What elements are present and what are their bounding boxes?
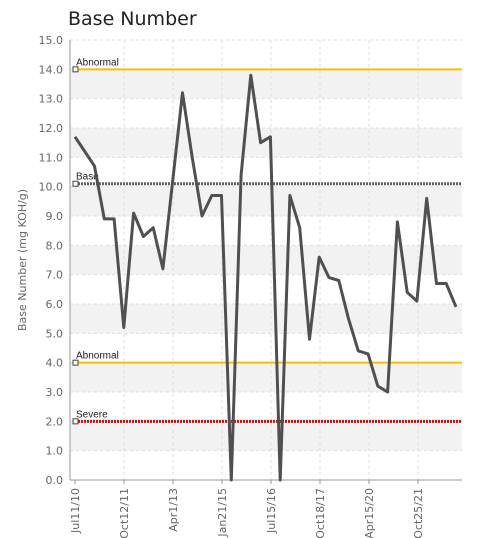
x-tick-label: Oct25/21 [412,488,425,538]
tick-labels: 0.0 1.0 2.0 3.0 4.0 5.0 6.0 7.0 8.0 9.0 10.0 11.0 12… [39,34,426,538]
grid-band [70,128,462,158]
abnormal-marker [72,66,79,73]
y-tick-label: 11.0 [39,151,64,164]
x-tick-label: Oct18/17 [314,488,327,538]
y-tick-label: 0.0 [46,474,64,487]
x-tick-label: Apr15/20 [363,488,376,538]
y-tick-label: 7.0 [46,269,64,282]
grid-band [70,304,462,334]
y-tick-label: 2.0 [46,415,64,428]
reference-lines: Abnormal Base Abnormal Severe [72,57,462,425]
x-tick-label: Apr1/13 [167,488,180,532]
grid-band [70,362,462,392]
series-line [73,73,458,482]
grid-band [70,421,462,451]
x-tick-label: Jul11/10 [69,488,82,534]
data-series [73,73,458,482]
y-axis-title: Base Number (mg KOH/g) [16,189,29,331]
y-tick-label: 3.0 [46,386,64,399]
y-tick-label: 13.0 [39,93,64,106]
grid-band [70,186,462,216]
x-tick-label: Jul15/16 [265,488,278,534]
y-tick-label: 15.0 [39,34,64,47]
y-tick-label: 1.0 [46,445,64,458]
y-tick-label: 14.0 [39,63,64,76]
y-tick-label: 6.0 [46,298,64,311]
abnormal-reference-label: Abnormal [76,351,119,362]
chart-title: Base Number [68,8,197,30]
grid-band [70,69,462,99]
x-tick-label: Jan21/15 [216,488,229,538]
y-tick-label: 9.0 [46,210,64,223]
y-tick-label: 12.0 [39,122,64,135]
y-tick-label: 4.0 [46,357,64,370]
abnormal-reference-label: Abnormal [76,57,119,68]
axes [69,40,462,481]
severe-marker [72,418,79,425]
abnormal-marker [72,359,79,366]
y-tick-label: 5.0 [46,327,64,340]
severe-reference-label: Severe [76,409,108,420]
base-marker [72,180,79,187]
y-tick-label: 10.0 [39,181,64,194]
y-tick-label: 8.0 [46,239,64,252]
x-tick-label: Oct12/11 [118,488,131,538]
base-reference-label: Base [76,172,99,183]
